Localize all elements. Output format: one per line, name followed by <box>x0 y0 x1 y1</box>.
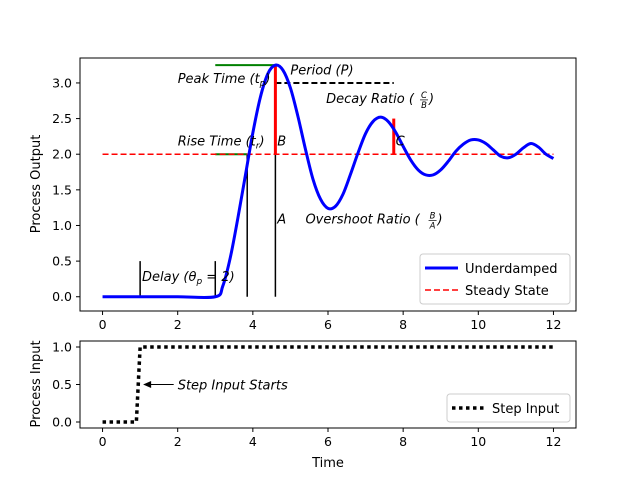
step-input-annotation: Step Input Starts <box>178 379 288 394</box>
bottom-legend-box <box>446 393 571 423</box>
bottom-x-tick-label: 12 <box>546 434 562 449</box>
top-y-tick-label: 2.0 <box>52 147 72 162</box>
overshoot-ratio-annotation-text: Overshoot Ratio ( <box>305 212 420 227</box>
top-y-tick-label: 2.5 <box>52 111 72 126</box>
a-label: A <box>276 212 286 227</box>
top-x-tick-label: 10 <box>470 317 486 332</box>
bottom-y-tick-label: 0.0 <box>52 415 72 430</box>
top-series <box>102 63 555 300</box>
bottom-series <box>102 345 554 424</box>
bottom-legend: Step Input <box>446 393 571 423</box>
peak-time-annotation: Peak Time (tp) <box>178 72 271 89</box>
top-plot: 0 2 4 6 8 10 12 0.0 0.5 1.0 1.5 2.0 2.5 3.0 Process … <box>29 57 577 332</box>
decay-ratio-annotation-den: B <box>421 101 427 111</box>
top-y-tick-label: 1.5 <box>52 182 72 197</box>
bottom-y-tick-label: 1.0 <box>52 340 72 355</box>
step-input-arrowhead <box>143 381 152 388</box>
bottom-y-tick-label: 0.5 <box>52 377 72 392</box>
top-y-tick-label: 3.0 <box>52 75 72 90</box>
legend-label-step-input: Step Input <box>492 402 559 417</box>
top-y-ticks: 0.0 0.5 1.0 1.5 2.0 2.5 3.0 <box>52 75 80 304</box>
legend-label-steady-state: Steady State <box>465 284 549 299</box>
bottom-annotations: Step Input Starts <box>143 379 288 394</box>
bottom-plot: 0 2 4 6 8 10 12 0.0 0.5 1.0 Process Input Time S… <box>29 340 577 471</box>
bottom-y-axis-label: Process Input <box>29 340 44 427</box>
top-annotations: Delay (θp = 2) Rise Time (tr) Peak Time (t… <box>142 63 443 287</box>
top-x-tick-label: 12 <box>546 317 562 332</box>
top-y-axis-label: Process Output <box>29 135 44 234</box>
series-underdamped <box>102 63 555 300</box>
overshoot-ratio-annotation-num: B <box>430 211 436 221</box>
overshoot-ratio-annotation: Overshoot Ratio ( BA) <box>305 211 442 231</box>
overshoot-ratio-annotation-den: A <box>429 221 436 231</box>
delay-annotation: Delay (θp = 2) <box>142 270 235 287</box>
bottom-x-tick-label: 10 <box>470 434 486 449</box>
bottom-x-tick-label: 6 <box>324 434 332 449</box>
series-step-input <box>102 345 554 424</box>
bottom-x-ticks: 0 2 4 6 8 10 12 <box>99 428 562 449</box>
rise-time-annotation: Rise Time (tr) <box>178 135 265 152</box>
b-label: B <box>277 135 286 150</box>
top-x-tick-label: 0 <box>99 317 107 332</box>
top-x-tick-label: 2 <box>174 317 182 332</box>
decay-ratio-annotation-text: Decay Ratio ( <box>326 92 415 107</box>
bottom-x-tick-label: 0 <box>99 434 107 449</box>
top-legend: Underdamped Steady State <box>419 253 571 305</box>
top-y-tick-label: 0.0 <box>52 289 72 304</box>
c-label: C <box>396 135 406 150</box>
top-x-ticks: 0 2 4 6 8 10 12 <box>99 311 562 332</box>
top-x-tick-label: 4 <box>249 317 257 332</box>
top-y-tick-label: 1.0 <box>52 218 72 233</box>
period-annotation: Period (P) <box>290 63 353 78</box>
bottom-x-tick-label: 4 <box>249 434 257 449</box>
decay-ratio-annotation-tail: ) <box>428 92 434 107</box>
bottom-x-tick-label: 8 <box>399 434 407 449</box>
top-y-tick-label: 0.5 <box>52 254 72 269</box>
legend-label-underdamped: Underdamped <box>465 262 558 277</box>
overshoot-ratio-annotation-tail: ) <box>437 212 443 227</box>
bottom-x-tick-label: 2 <box>174 434 182 449</box>
top-x-tick-label: 8 <box>399 317 407 332</box>
decay-ratio-annotation-num: C <box>421 91 427 101</box>
top-x-tick-label: 6 <box>324 317 332 332</box>
bottom-x-axis-label: Time <box>311 456 344 471</box>
decay-ratio-annotation: Decay Ratio ( CB) <box>326 91 434 111</box>
bottom-y-ticks: 0.0 0.5 1.0 <box>52 340 80 430</box>
